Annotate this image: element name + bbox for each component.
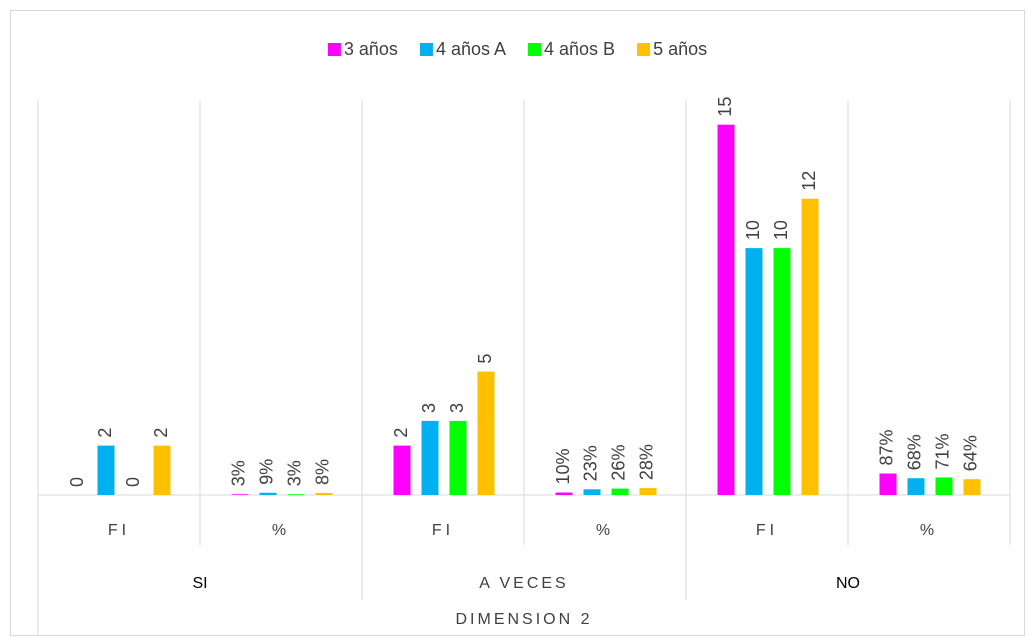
legend-swatch — [327, 43, 341, 56]
x-axis-title: DIMENSION 2 — [455, 611, 592, 628]
group-label: NO — [836, 575, 860, 592]
data-label: 68% — [905, 434, 925, 470]
legend-swatch — [637, 43, 651, 56]
bar — [907, 478, 925, 495]
bar — [477, 371, 495, 495]
bar — [639, 488, 657, 495]
chart-border — [10, 10, 1025, 636]
data-label: 23% — [581, 445, 601, 481]
legend-swatch — [528, 43, 541, 56]
data-label: 0 — [123, 477, 143, 487]
data-label: 3 — [419, 403, 439, 413]
data-label: 10 — [743, 220, 763, 240]
bar — [583, 489, 601, 495]
data-label: 71% — [933, 433, 953, 469]
bar — [421, 420, 439, 495]
bar — [315, 493, 333, 495]
bar — [717, 124, 735, 495]
bar — [879, 473, 897, 495]
data-label: 5 — [475, 354, 495, 364]
group-label: A VECES — [479, 575, 568, 592]
legend-swatch — [419, 43, 433, 56]
data-label: 15 — [715, 97, 735, 117]
data-label: 3% — [229, 460, 249, 486]
bar — [97, 445, 115, 495]
bar — [287, 494, 305, 495]
bar — [773, 248, 791, 495]
x-tick-label: % — [272, 522, 290, 539]
data-label: 28% — [637, 444, 657, 480]
legend-label: 5 años — [653, 39, 707, 59]
data-label: 3 — [447, 403, 467, 413]
x-tick-label: % — [920, 522, 938, 539]
bar — [449, 420, 467, 495]
bar — [611, 488, 629, 495]
legend-label: 3 años — [344, 39, 398, 59]
bar — [745, 248, 763, 495]
bar — [393, 445, 411, 495]
legend-label: 4 años B — [544, 39, 615, 59]
data-label: 10 — [771, 220, 791, 240]
legend-label: 4 años A — [436, 39, 506, 59]
data-label: 2 — [151, 428, 171, 438]
data-label: 26% — [609, 445, 629, 481]
x-tick-label: FI — [108, 522, 130, 539]
data-label: 87% — [877, 429, 897, 465]
data-label: 0 — [67, 477, 87, 487]
data-label: 12 — [799, 171, 819, 191]
bar — [259, 492, 277, 495]
bar — [801, 198, 819, 495]
bar — [153, 445, 171, 495]
bar — [231, 494, 249, 495]
bar — [555, 492, 573, 495]
bar — [963, 479, 981, 495]
data-label: 64% — [961, 435, 981, 471]
data-label: 8% — [313, 459, 333, 485]
data-label: 10% — [553, 449, 573, 485]
x-tick-label: FI — [756, 522, 778, 539]
data-label: 9% — [257, 459, 277, 485]
bar — [935, 477, 953, 495]
data-label: 2 — [95, 428, 115, 438]
group-label: SI — [192, 575, 207, 592]
data-label: 3% — [285, 460, 305, 486]
data-label: 2 — [391, 428, 411, 438]
x-tick-label: % — [596, 522, 614, 539]
x-tick-label: FI — [432, 522, 454, 539]
